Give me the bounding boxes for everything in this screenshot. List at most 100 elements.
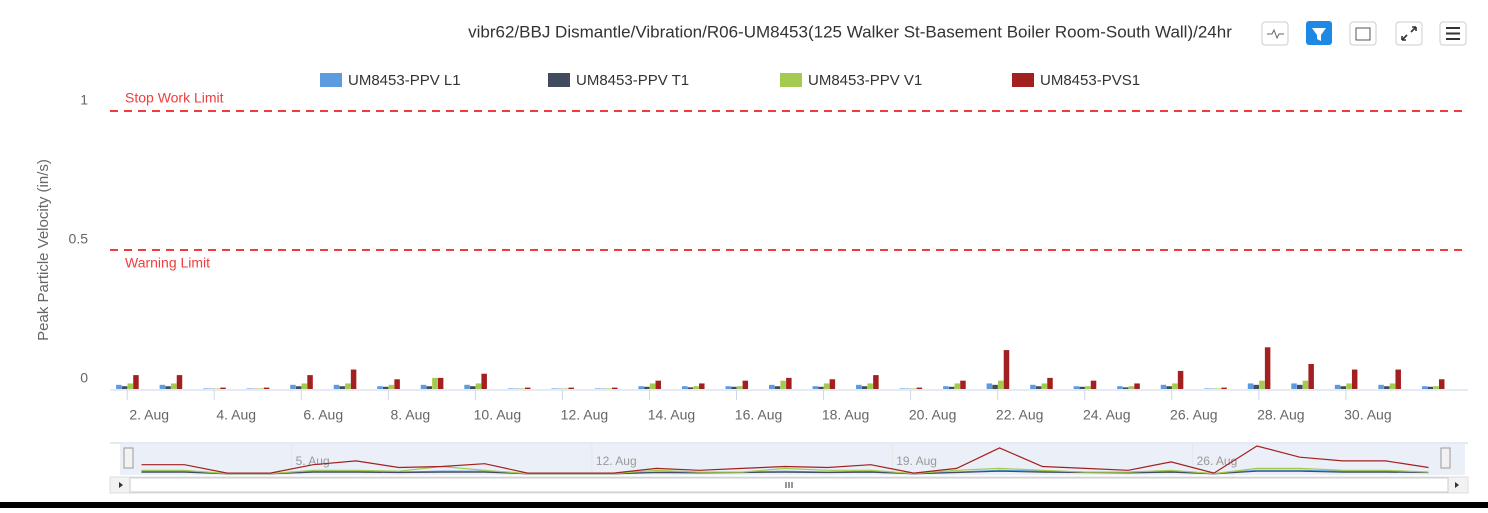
bar [737, 386, 743, 389]
bar [563, 388, 569, 389]
navigator-label: 19. Aug [896, 454, 937, 468]
bar [432, 378, 438, 389]
bar [1297, 385, 1303, 389]
bar [1390, 383, 1396, 389]
x-tick-label: 24. Aug [1083, 407, 1131, 423]
chart-title: vibr62/BBJ Dismantle/Vibration/R06-UM845… [468, 22, 1232, 41]
bar [464, 385, 470, 389]
navigator-handle-left[interactable] [124, 448, 133, 468]
bar [1303, 381, 1309, 389]
bar [612, 388, 618, 389]
bar [1428, 387, 1434, 389]
bar [644, 387, 650, 389]
x-tick-label: 22. Aug [996, 407, 1044, 423]
legend-label: UM8453-PPV V1 [808, 72, 922, 89]
bar [998, 381, 1004, 389]
bar [1248, 383, 1254, 389]
limit-label: Warning Limit [125, 255, 210, 271]
bar [421, 385, 427, 389]
x-tick-label: 26. Aug [1170, 407, 1218, 423]
bar [1346, 383, 1352, 389]
bar [133, 375, 139, 389]
bar [1335, 385, 1341, 389]
x-tick-label: 16. Aug [735, 407, 783, 423]
navigator-handle-right[interactable] [1441, 448, 1450, 468]
legend-swatch [780, 73, 802, 87]
bar [1291, 383, 1297, 389]
bar [1204, 388, 1210, 389]
bar [302, 383, 308, 389]
bar [954, 383, 960, 389]
bar [1221, 388, 1227, 389]
bar [296, 386, 302, 389]
y-tick-label: 1 [80, 92, 88, 108]
bar [693, 386, 699, 389]
bar [116, 385, 122, 389]
x-tick-label: 20. Aug [909, 407, 957, 423]
bar [508, 388, 514, 389]
bar [1085, 386, 1091, 389]
bar [1439, 379, 1445, 389]
bar [856, 385, 862, 389]
bar [1172, 383, 1178, 389]
bar [470, 386, 476, 389]
bar [1308, 364, 1314, 389]
bar [1216, 388, 1222, 389]
x-tick-label: 4. Aug [216, 407, 256, 423]
bar [1352, 370, 1358, 389]
bar [122, 386, 128, 389]
bar [650, 383, 656, 389]
bar [1123, 387, 1129, 389]
bar [160, 385, 166, 389]
bar [943, 386, 949, 389]
bar [307, 375, 313, 389]
bar [1378, 385, 1384, 389]
bar [177, 375, 183, 389]
bar [1384, 386, 1390, 389]
bar [220, 388, 226, 389]
bar [949, 387, 955, 389]
bar [1341, 386, 1347, 389]
bar [1161, 385, 1167, 389]
bar [1129, 386, 1135, 389]
bar [1042, 383, 1048, 389]
bar [830, 379, 836, 389]
bar [1253, 385, 1259, 389]
bar [656, 381, 662, 389]
bar [917, 388, 923, 389]
bar [351, 370, 357, 389]
bar [1091, 381, 1097, 389]
bar [264, 388, 270, 389]
bar [551, 388, 557, 389]
bar [476, 383, 482, 389]
bar [731, 387, 737, 389]
bar [339, 386, 345, 389]
fullscreen-button[interactable] [1396, 22, 1422, 45]
x-tick-label: 14. Aug [648, 407, 696, 423]
bar [743, 381, 749, 389]
x-tick-label: 10. Aug [474, 407, 522, 423]
legend-swatch [1012, 73, 1034, 87]
x-tick-label: 2. Aug [129, 407, 169, 423]
bar [987, 383, 993, 389]
legend-swatch [320, 73, 342, 87]
limit-label: Stop Work Limit [125, 90, 224, 106]
bar [334, 385, 340, 389]
bar [247, 388, 253, 389]
calendar-button[interactable] [1350, 22, 1376, 45]
bar [725, 386, 731, 389]
bar [1079, 387, 1085, 389]
bar [389, 385, 395, 389]
toolbar [1262, 21, 1466, 45]
bar [525, 388, 531, 389]
bar [1047, 378, 1053, 389]
legend-swatch [548, 73, 570, 87]
bar [1030, 385, 1036, 389]
bar [775, 386, 781, 389]
bar [862, 386, 868, 389]
bar [1265, 347, 1271, 389]
bar [481, 374, 487, 389]
bar [786, 378, 792, 389]
